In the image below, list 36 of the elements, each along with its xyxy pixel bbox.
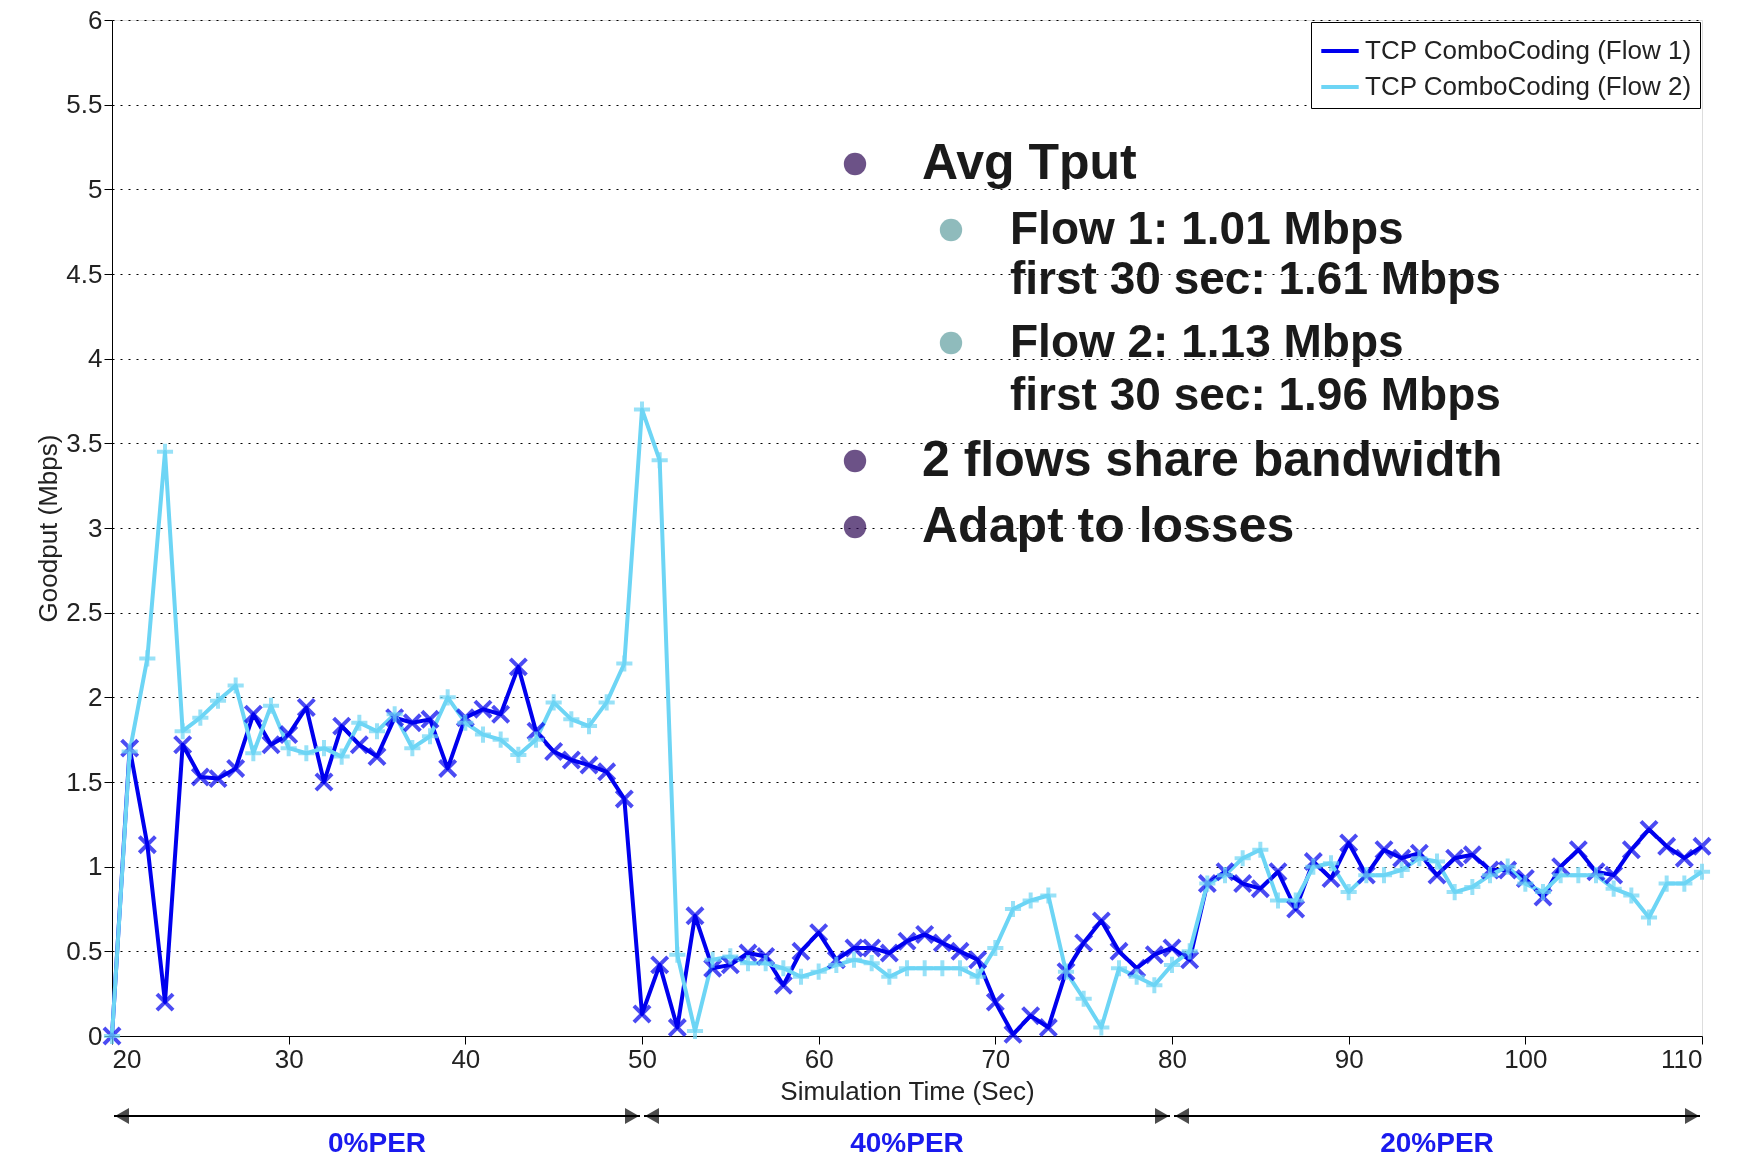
x-tick-label: 50 — [628, 1043, 657, 1074]
x-tick-label: 110 — [1661, 1043, 1703, 1074]
x-tick-label: 90 — [1334, 1043, 1364, 1074]
y-tick-label: 4.5 — [66, 258, 103, 289]
y-tick-label: 5 — [88, 173, 103, 204]
annotation: Flow 1: 1.01 Mbps — [1010, 202, 1404, 254]
y-tick-label: 1.5 — [66, 766, 103, 797]
annotation: 2 flows share bandwidth — [922, 431, 1503, 487]
y-tick-label: 2.5 — [66, 597, 103, 628]
y-tick-label: 0.5 — [66, 935, 103, 966]
annotation: Adapt to losses — [922, 497, 1295, 553]
y-tick-label: 1 — [88, 851, 103, 882]
x-tick-label: 80 — [1158, 1043, 1187, 1074]
x-tick-label: 20 — [112, 1043, 142, 1074]
legend-label: TCP ComboCoding (Flow 1) — [1365, 35, 1692, 65]
y-tick-label: 5.5 — [66, 89, 103, 120]
x-axis-title: Simulation Time (Sec) — [780, 1075, 1035, 1106]
text: 40%PER — [850, 1127, 964, 1156]
text: 0%PER — [327, 1127, 427, 1156]
y-tick-label: 6 — [88, 4, 103, 35]
x-tick-label: 70 — [981, 1043, 1011, 1074]
y-tick-label: 0 — [88, 1020, 103, 1051]
x-tick-label: 100 — [1504, 1043, 1548, 1074]
y-tick-label: 2 — [88, 681, 103, 712]
x-tick-label: 60 — [804, 1043, 834, 1074]
x-tick-label: 30 — [274, 1043, 304, 1074]
text: 20%PER — [1380, 1127, 1494, 1156]
y-tick-label: 3.5 — [66, 427, 103, 458]
annotation: first 30 sec: 1.96 Mbps — [1010, 368, 1501, 420]
legend-label: TCP ComboCoding (Flow 2) — [1365, 71, 1692, 101]
y-tick-label: 3 — [88, 512, 103, 543]
annotation: Avg Tput — [922, 134, 1138, 190]
x-tick-label: 40 — [451, 1043, 481, 1074]
annotation: Flow 2: 1.13 Mbps — [1010, 315, 1404, 367]
y-axis-title: Goodput (Mbps) — [33, 434, 64, 623]
y-tick-label: 4 — [88, 343, 103, 374]
